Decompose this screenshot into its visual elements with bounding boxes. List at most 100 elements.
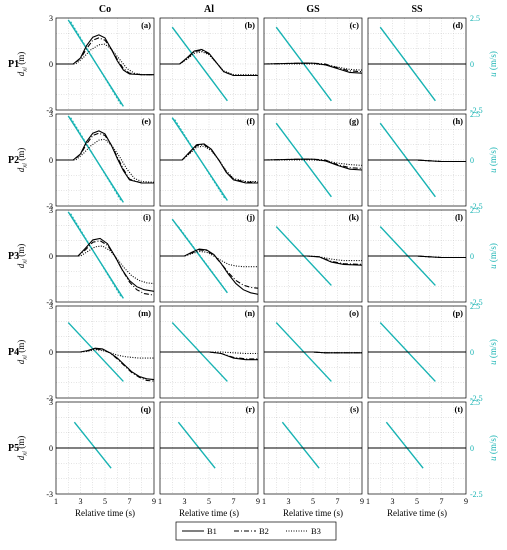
right-tick-label: 0 — [470, 444, 474, 453]
x-tick-label: 5 — [311, 497, 315, 506]
velocity-line — [67, 115, 124, 203]
panel-f: (f) — [159, 113, 259, 207]
velocity-line — [67, 322, 124, 382]
left-axis-label: dxi (m) — [16, 244, 29, 268]
left-tick-label: 3 — [49, 398, 53, 407]
left-tick-label: -3 — [46, 106, 53, 115]
right-tick-label: 2.5 — [470, 302, 480, 311]
panel-i: (i) 3 0 -3 dxi (m) — [16, 206, 155, 307]
x-axis-label: Relative time (s) — [387, 508, 447, 518]
left-tick-label: 0 — [49, 348, 53, 357]
velocity-line-secondary — [174, 119, 226, 199]
left-tick-label: 3 — [49, 110, 53, 119]
right-axis-label: u (m/s) — [488, 147, 498, 173]
x-axis-label: Relative time (s) — [179, 508, 239, 518]
series-b2 — [56, 132, 154, 184]
velocity-line — [275, 122, 332, 198]
panel-p: (p) 2.5 0 -2.5 u (m/s) — [367, 302, 498, 403]
panel-letter: (t) — [455, 404, 464, 414]
row-label-p5: P5 — [8, 443, 19, 454]
left-axis-label: dxi (m) — [16, 52, 29, 76]
velocity-line — [67, 211, 124, 299]
series-b1 — [56, 130, 154, 184]
x-tick-label: 9 — [152, 497, 156, 506]
panel-letter: (m) — [138, 308, 151, 318]
panel-letter: (c) — [350, 20, 360, 30]
panel-letter: (a) — [141, 20, 151, 30]
velocity-line — [275, 26, 332, 102]
panel-k: (k) — [263, 209, 363, 303]
left-axis-label: dxi (m) — [16, 340, 29, 364]
panel-h: (h) 2.5 0 -2.5 u (m/s) — [367, 110, 498, 211]
velocity-line — [171, 26, 228, 102]
panel-letter: (h) — [453, 116, 464, 126]
velocity-line — [67, 19, 124, 107]
right-tick-label: 0 — [470, 60, 474, 69]
panel-letter: (j) — [247, 212, 256, 222]
panel-letter: (r) — [246, 404, 256, 414]
x-tick-label: 1 — [158, 497, 162, 506]
x-tick-label: 1 — [54, 497, 58, 506]
panel-s: (s) 1 3 5 7 9 Relative time (s) — [262, 401, 364, 518]
right-tick-label: 2.5 — [470, 398, 480, 407]
left-tick-label: -3 — [46, 298, 53, 307]
panel-q: (q) 3 0 -3 dxi (m) 1 3 5 7 9 Relative time (s) — [16, 398, 156, 518]
row-label-p1: P1 — [8, 59, 19, 70]
panel-letter: (e) — [142, 116, 152, 126]
panel-letter: (d) — [453, 20, 464, 30]
panel-j: (j) — [159, 209, 259, 303]
series-b2 — [56, 240, 155, 296]
panel-e: (e) 3 0 -3 dxi (m) — [16, 110, 155, 211]
x-tick-label: 7 — [440, 497, 444, 506]
right-axis-label: u (m/s) — [488, 339, 498, 365]
x-tick-label: 7 — [336, 497, 340, 506]
row-label-p3: P3 — [8, 251, 19, 262]
series-b2 — [160, 144, 258, 183]
right-axis-label: u (m/s) — [488, 243, 498, 269]
right-tick-label: 0 — [470, 348, 474, 357]
column-header-ss: SS — [411, 4, 423, 15]
panel-letter: (s) — [350, 404, 359, 414]
right-tick-label: 2.5 — [470, 110, 480, 119]
x-tick-label: 1 — [366, 497, 370, 506]
right-tick-label: -2.5 — [470, 394, 483, 403]
panel-letter: (p) — [453, 308, 464, 318]
series-b3 — [160, 250, 258, 268]
series-b3 — [264, 255, 362, 262]
panel-letter: (k) — [349, 212, 360, 222]
velocity-line-secondary — [70, 117, 122, 201]
series-b1 — [263, 62, 363, 74]
velocity-line-secondary — [70, 21, 122, 105]
x-tick-label: 9 — [256, 497, 260, 506]
right-axis-label: u (m/s) — [488, 51, 498, 77]
right-tick-label: 2.5 — [470, 206, 480, 215]
x-tick-label: 5 — [207, 497, 211, 506]
velocity-line — [73, 421, 112, 469]
x-tick-label: 5 — [415, 497, 419, 506]
left-tick-label: 3 — [49, 206, 53, 215]
left-tick-label: 0 — [49, 60, 53, 69]
right-tick-label: 0 — [470, 252, 474, 261]
velocity-line — [281, 421, 320, 469]
panel-o: (o) — [263, 305, 363, 399]
x-tick-label: 3 — [183, 497, 187, 506]
velocity-line — [385, 421, 424, 469]
x-tick-label: 3 — [287, 497, 291, 506]
panel-m: (m) 3 0 -3 dxi (m) — [16, 302, 155, 403]
x-tick-label: 1 — [262, 497, 266, 506]
panel-n: (n) — [159, 305, 259, 399]
velocity-line-secondary — [70, 213, 122, 297]
right-tick-label: -2.5 — [470, 490, 483, 499]
series-b1 — [160, 48, 258, 77]
series-b3 — [264, 351, 362, 354]
left-tick-label: 0 — [49, 252, 53, 261]
legend-label-b2: B2 — [259, 526, 269, 536]
right-tick-label: -2.5 — [470, 202, 483, 211]
left-tick-label: 3 — [49, 302, 53, 311]
left-tick-label: -3 — [46, 490, 53, 499]
legend-label-b3: B3 — [311, 526, 321, 536]
right-tick-label: -2.5 — [470, 106, 483, 115]
series-b1 — [263, 158, 363, 171]
x-tick-label: 7 — [232, 497, 236, 506]
